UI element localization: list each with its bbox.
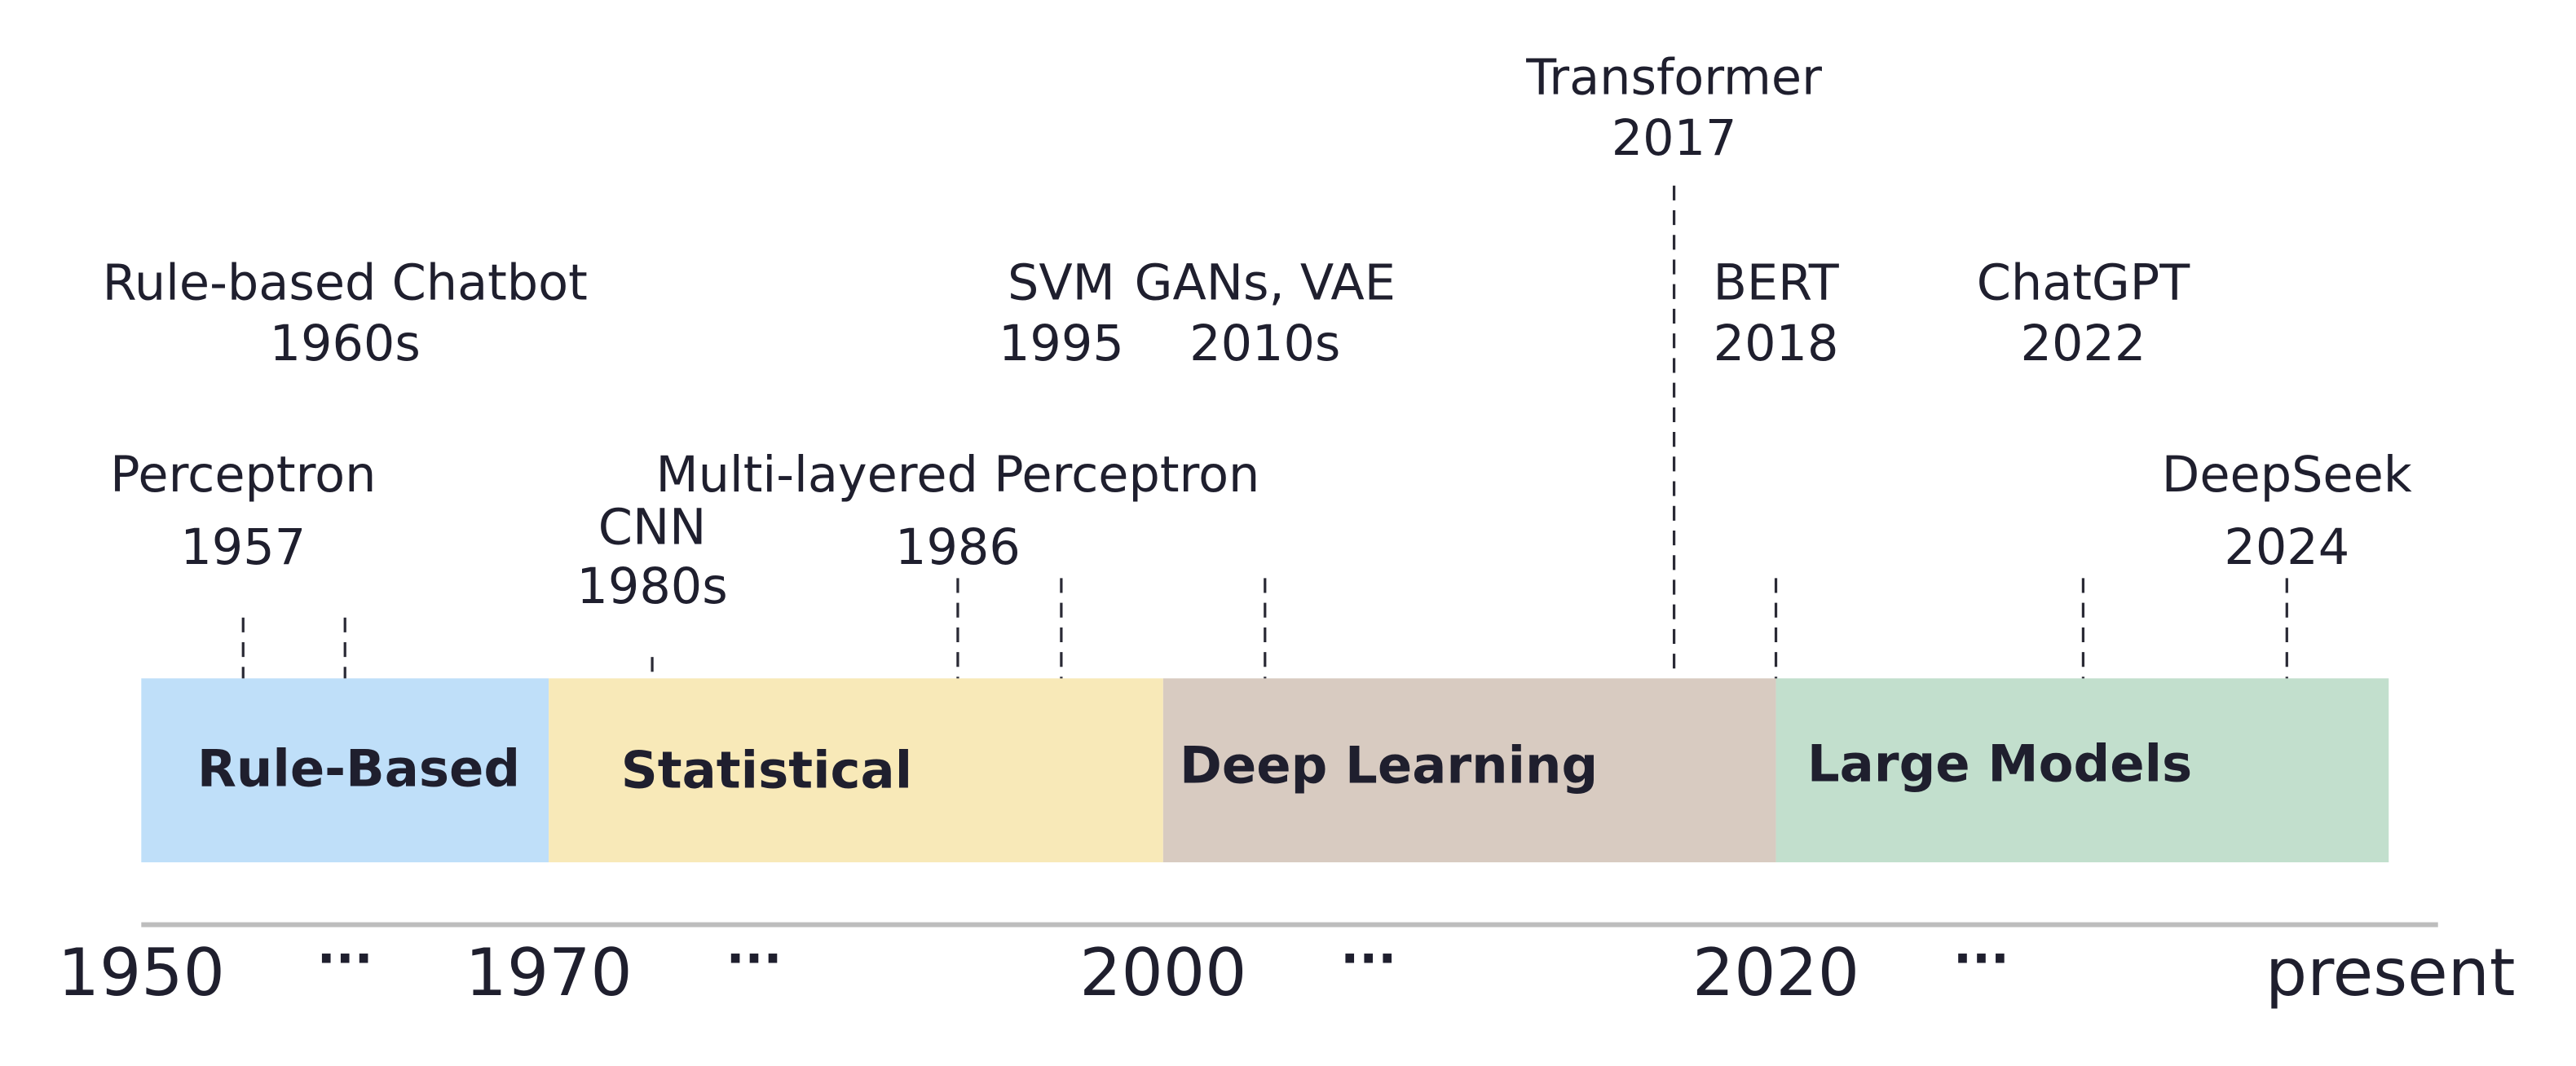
era-block (1775, 678, 2389, 863)
event-date: 1957 (180, 519, 306, 576)
event-name: Perceptron (110, 447, 376, 504)
event-date: 1960s (270, 315, 421, 372)
event-date: 1986 (895, 519, 1021, 576)
event-name: Multi-layered Perceptron (655, 447, 1259, 504)
event-date: 2010s (1189, 315, 1340, 372)
event-name: BERT (1713, 254, 1839, 311)
era-block (1162, 678, 1776, 863)
event-name: ChatGPT (1977, 254, 2191, 311)
era-label: Statistical (621, 740, 912, 800)
event-date: 2024 (2224, 519, 2349, 576)
event-name: Rule-based Chatbot (103, 254, 588, 311)
axis-label: 2000 (1079, 935, 1246, 1011)
event-date: 1995 (999, 315, 1124, 372)
event-name: DeepSeek (2162, 447, 2412, 504)
era-label: Rule-Based (197, 738, 520, 798)
era-block (141, 678, 549, 863)
event-date: 2022 (2021, 315, 2146, 372)
era-label: Large Models (1807, 733, 2192, 793)
axis-ellipsis: ... (1340, 918, 1396, 975)
event-name: CNN (598, 500, 707, 557)
axis-ellipsis: ... (317, 918, 373, 975)
era-label: Deep Learning (1180, 735, 1598, 795)
axis-ellipsis: ... (726, 918, 783, 975)
event-date: 2017 (1612, 110, 1737, 167)
axis-label: 1970 (465, 935, 633, 1011)
event-name: Transformer (1525, 49, 1822, 106)
axis-label: present (2265, 935, 2515, 1011)
era-block (549, 678, 1163, 863)
axis-ellipsis: ... (1953, 918, 2009, 975)
event-date: 2018 (1714, 315, 1839, 372)
event-name: GANs, VAE (1135, 254, 1396, 311)
axis-label: 1950 (58, 935, 225, 1011)
event-date: 1980s (576, 558, 727, 615)
event-name: SVM (1008, 254, 1115, 311)
axis-label: 2020 (1692, 935, 1859, 1011)
